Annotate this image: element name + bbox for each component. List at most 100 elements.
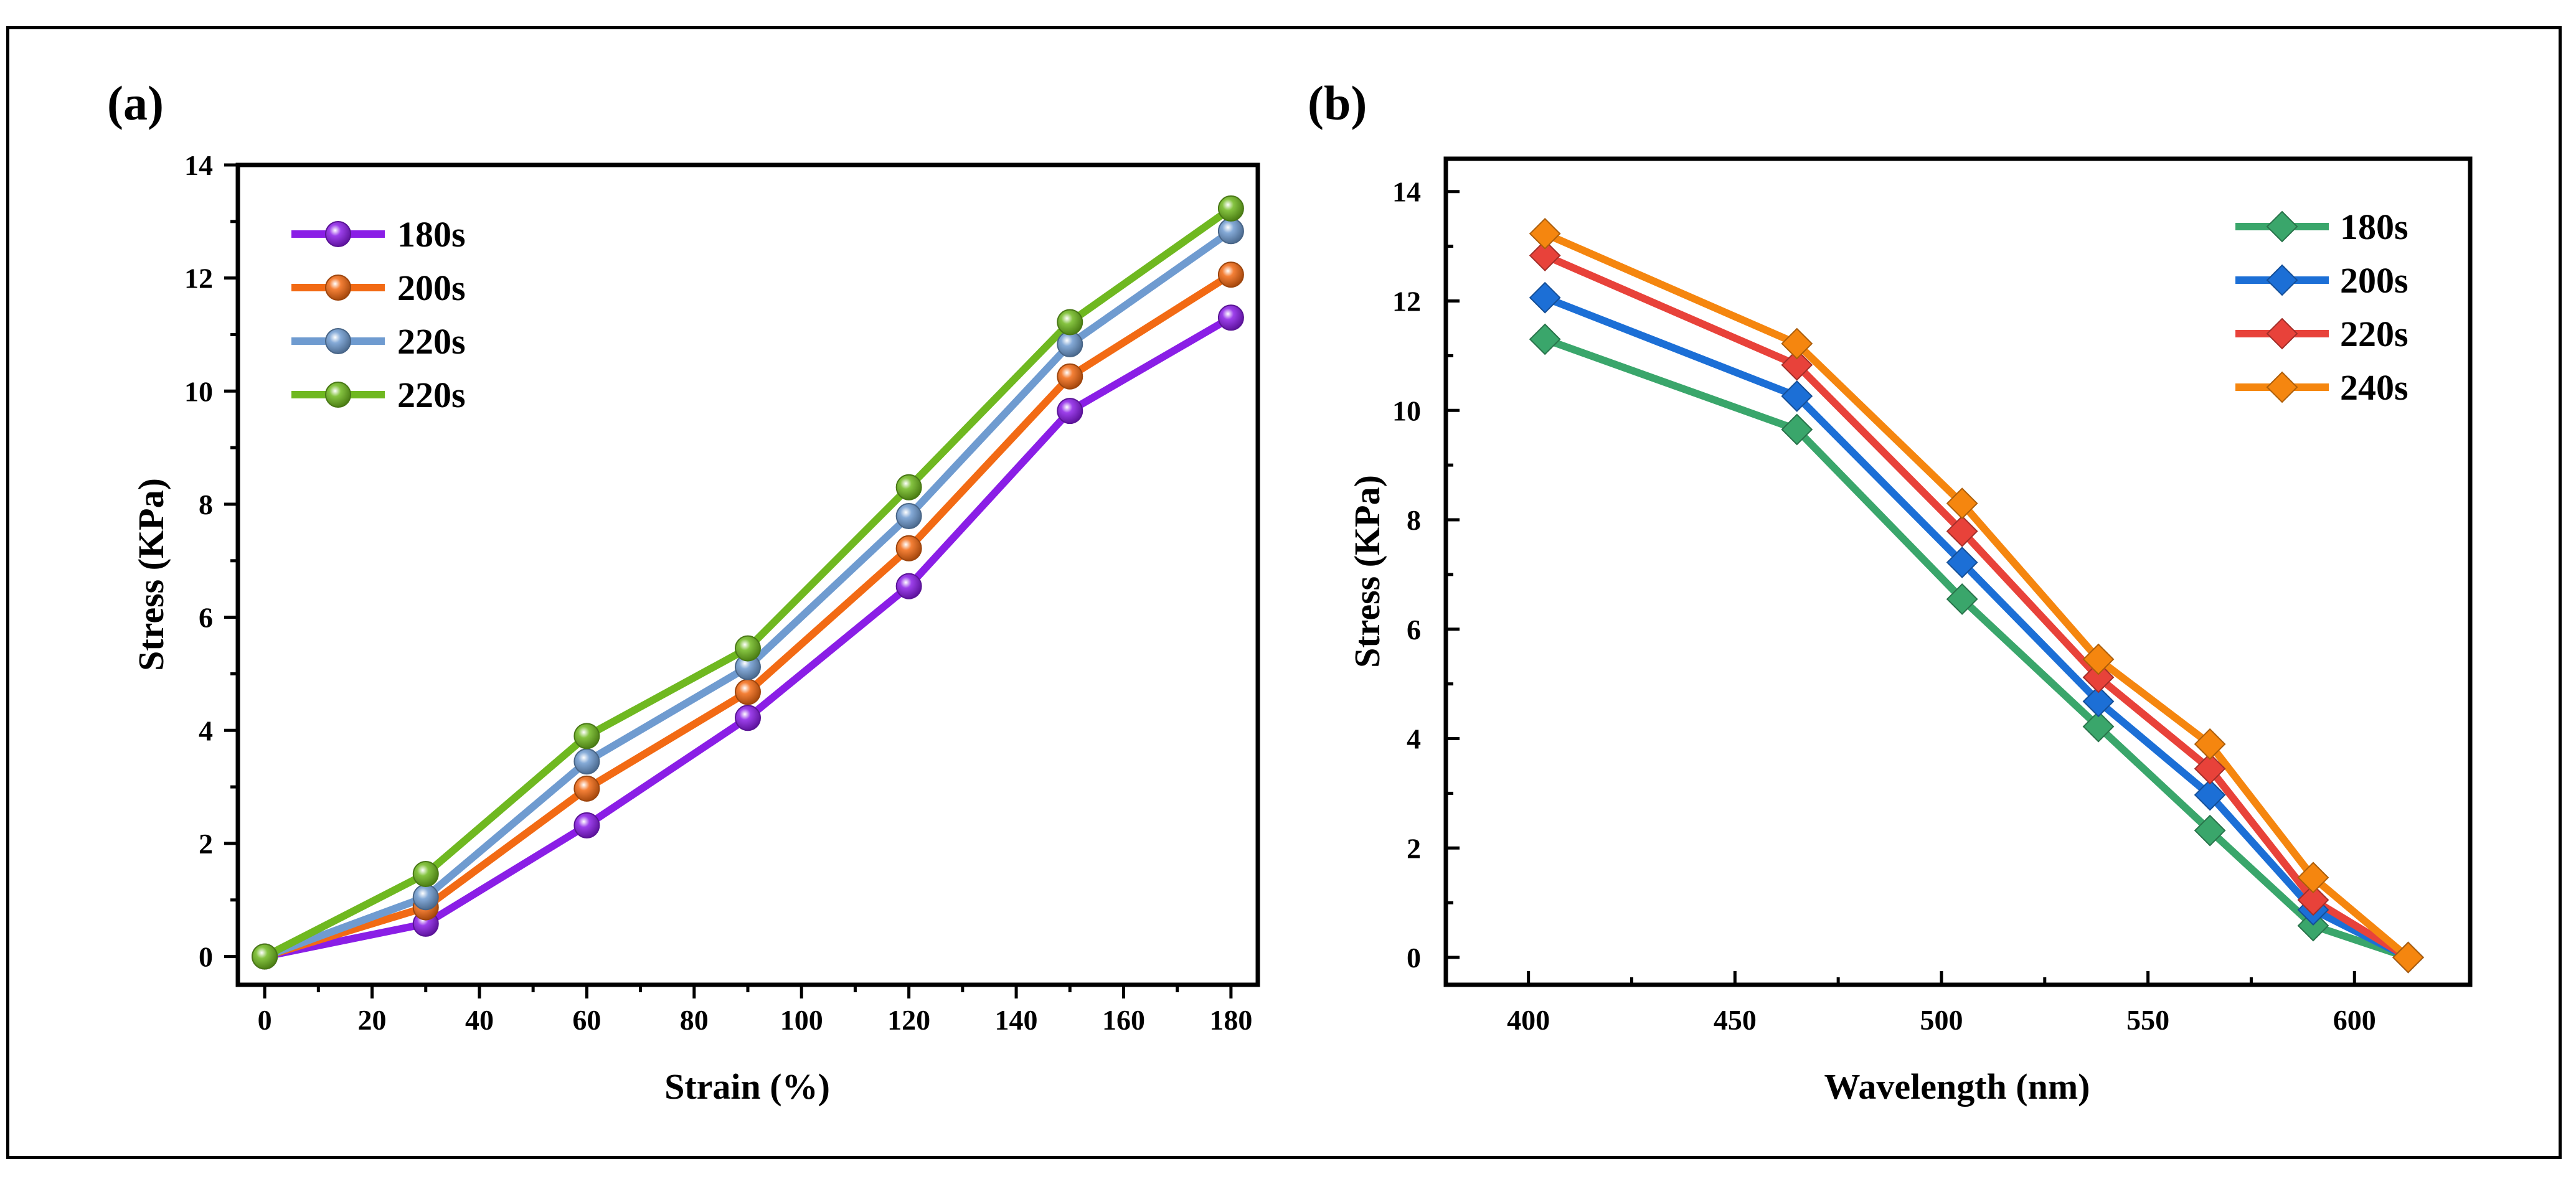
data-point [573,775,600,802]
panel-label-a: (a) [107,76,164,130]
x-tick-label: 100 [780,1004,823,1036]
data-point [1217,304,1244,331]
data-point [573,723,600,749]
x-tick-label: 600 [2333,1004,2376,1036]
legend-label: 220s [397,321,466,362]
series-markers-b [1529,217,2424,974]
plot-frame-a [235,162,1260,987]
data-point [1529,281,1561,314]
chart-b: (b) 400 450 500 550 600 0 2 4 6 8 10 12 14 180s 200s 2… [1308,76,2473,1107]
plot-frame-b [1443,156,2473,987]
chart-a: (a) 0 20 40 60 80 100 120 140 160 18002468101214 … [107,76,1260,1107]
y-tick-label: 10 [1392,395,1421,426]
data-point [2194,753,2226,785]
legend-marker [325,328,351,354]
data-point [2082,685,2115,718]
data-point [1781,349,1813,381]
series-line-220s [1543,252,2410,961]
x-axis-title-a: Strain (%) [664,1066,830,1107]
legend-marker [325,382,351,408]
x-tick-label: 40 [465,1004,494,1036]
x-tick-label: 120 [887,1004,930,1036]
legend-label: 220s [2340,314,2409,354]
series-line-180s [1544,336,2410,961]
axes-ticks-b: 400 450 500 550 600 0 2 4 6 8 10 12 14 [1392,176,2376,1036]
data-point [1217,261,1244,288]
y-axis-title-a: Stress (KPa) [131,478,171,671]
x-tick-label: 20 [358,1004,387,1036]
y-tick-label: 2 [199,828,213,860]
legend-label: 200s [397,268,466,308]
y-tick-label: 12 [184,263,213,294]
y-tick-label: 8 [1407,504,1421,536]
legend-marker [2266,317,2298,350]
data-point [1529,240,1561,271]
data-point [573,812,600,838]
data-point [2082,643,2115,675]
data-point [2194,779,2226,811]
y-tick-label: 0 [199,941,213,973]
data-point [1217,195,1244,222]
data-point [1781,413,1813,446]
data-point [2194,728,2226,760]
y-tick-label: 2 [1407,832,1421,864]
legend-label: 220s [397,375,466,415]
x-tick-label: 0 [258,1004,272,1036]
x-tick-label: 80 [680,1004,709,1036]
data-point [573,748,600,775]
data-point [735,705,761,731]
x-tick-label: 160 [1102,1004,1145,1036]
data-point [1057,331,1083,357]
series-markers-a [252,195,1244,970]
y-tick-label: 14 [184,149,213,181]
data-point [1529,323,1561,355]
legend-a: 180s 200s 220s 220s [291,214,466,415]
data-point [1529,217,1561,250]
x-tick-label: 500 [1920,1004,1963,1036]
data-point [2194,814,2226,847]
data-point [412,860,439,887]
data-point [1946,515,1978,547]
data-point [2082,661,2115,693]
data-point [895,535,922,561]
data-point [2297,862,2329,894]
y-tick-label: 14 [1392,176,1421,208]
y-tick-label: 6 [1407,614,1421,646]
y-tick-label: 4 [199,715,213,746]
x-tick-label: 450 [1714,1004,1757,1036]
data-point [2297,884,2329,916]
y-tick-label: 10 [184,375,213,407]
data-point [895,474,922,500]
legend-label: 200s [2340,260,2409,301]
legend-marker [2266,371,2298,403]
data-point [412,884,439,911]
y-tick-label: 4 [1407,723,1421,755]
data-point [1781,380,1813,412]
y-tick-label: 0 [1407,942,1421,974]
data-point [1057,309,1083,336]
legend-label: 180s [2340,207,2409,247]
legend-label: 240s [2340,367,2409,408]
data-point [1946,487,1978,520]
data-point [252,943,278,970]
data-point [1057,363,1083,390]
data-point [895,503,922,530]
y-tick-label: 6 [199,602,213,634]
x-tick-label: 400 [1507,1004,1550,1036]
data-point [2297,909,2329,942]
x-tick-label: 140 [995,1004,1038,1036]
x-tick-label: 180 [1209,1004,1252,1036]
data-point [1781,327,1813,360]
legend-label: 180s [397,214,466,255]
axes-ticks-a: 0 20 40 60 80 100 120 140 160 180 0 2 4 6 8 10 12 14 [184,149,1252,1036]
legend-marker [2266,264,2298,296]
data-point [1217,218,1244,245]
y-tick-label: 12 [1392,285,1421,317]
legend-marker [325,221,351,247]
data-point [1946,547,1978,578]
x-tick-label: 550 [2126,1004,2169,1036]
x-axis-title-b: Wavelength (nm) [1824,1066,2090,1107]
data-point [1946,583,1978,615]
legend-b: 180s 200s 220s 240s [2235,207,2409,408]
data-point [895,573,922,599]
